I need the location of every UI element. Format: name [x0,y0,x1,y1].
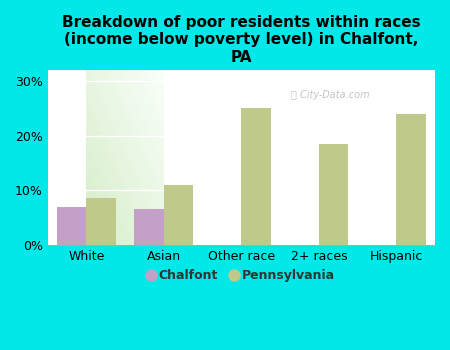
Bar [86,198,116,245]
Bar [319,144,348,245]
Bar [396,114,426,245]
Bar [241,108,271,245]
Bar [57,206,86,245]
Legend: Chalfont, Pennsylvania: Chalfont, Pennsylvania [143,265,340,287]
Bar [164,185,194,245]
Bar [135,209,164,245]
Title: Breakdown of poor residents within races
(income below poverty level) in Chalfon: Breakdown of poor residents within races… [62,15,421,65]
Text: ⓘ City-Data.com: ⓘ City-Data.com [291,90,370,100]
